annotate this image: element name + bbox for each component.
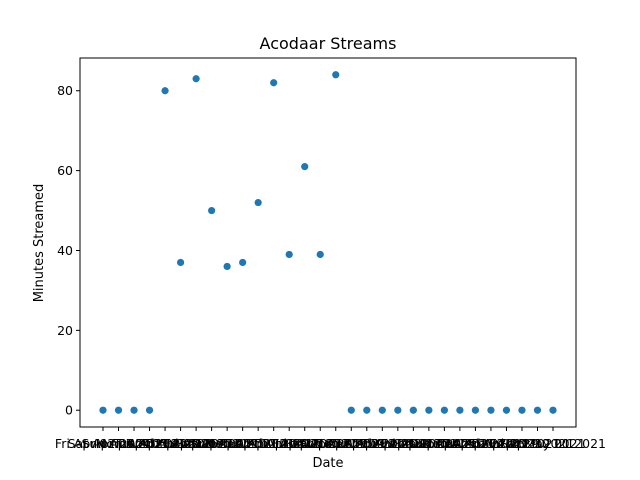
x-tick-label: Sun Apr 11 2021 bbox=[190, 436, 295, 451]
x-tick-label: Wed Apr 14 2021 bbox=[235, 436, 344, 451]
x-axis-title: Date bbox=[312, 456, 343, 471]
x-tick-label: Sun Apr 04 2021 bbox=[82, 436, 187, 451]
x-tick-label: Mon Apr 05 2021 bbox=[96, 436, 204, 451]
x-tick-label: Wed Apr 07 2021 bbox=[126, 436, 235, 451]
x-tick-label: Sat Apr 10 2021 bbox=[176, 436, 278, 451]
x-tick-label: Mon Apr 12 2021 bbox=[204, 436, 312, 451]
data-point bbox=[223, 262, 231, 271]
x-tick-label: Thu Apr 15 2021 bbox=[251, 436, 357, 451]
y-tick-label: 20 bbox=[57, 323, 73, 338]
x-tick-label: Fri Apr 16 2021 bbox=[272, 436, 368, 451]
data-point bbox=[176, 258, 185, 267]
data-point bbox=[409, 406, 417, 414]
data-point bbox=[487, 406, 495, 414]
data-point bbox=[161, 87, 169, 95]
data-point bbox=[518, 406, 526, 414]
data-point bbox=[254, 198, 262, 207]
x-tick-label: Tue Apr 13 2021 bbox=[221, 436, 325, 451]
chart-title: Acodaar Streams bbox=[260, 34, 397, 53]
x-tick-label: Mon Apr 19 2021 bbox=[313, 436, 421, 451]
x-tick-label: Thu Apr 08 2021 bbox=[143, 436, 249, 451]
data-point bbox=[471, 406, 480, 414]
x-tick-label: Thu Apr 22 2021 bbox=[360, 436, 466, 451]
plot-frame bbox=[79, 57, 577, 428]
data-point bbox=[270, 79, 278, 87]
data-point bbox=[145, 406, 154, 414]
x-tick-label: Sun Apr 18 2021 bbox=[299, 436, 404, 451]
data-point bbox=[440, 406, 448, 414]
x-tick-label: Wed Apr 21 2021 bbox=[344, 436, 453, 451]
y-axis-title: Minutes Streamed bbox=[32, 184, 47, 303]
y-tick-label: 80 bbox=[57, 83, 73, 98]
x-tick-label: Sun Apr 25 2021 bbox=[407, 436, 512, 451]
data-point bbox=[378, 406, 386, 414]
x-tick-label: Tue Apr 27 2021 bbox=[439, 436, 543, 451]
data-point bbox=[456, 406, 464, 414]
x-tick-label: Tue Apr 06 2021 bbox=[113, 436, 217, 451]
data-point bbox=[502, 406, 511, 414]
data-point bbox=[208, 206, 216, 215]
x-tick-label: Fri Apr 23 2021 bbox=[381, 436, 477, 451]
x-tick-label: Wed Apr 28 2021 bbox=[452, 436, 561, 451]
x-tick-label: Sat May 01 2021 bbox=[500, 436, 606, 451]
x-tick-label: Mon Apr 26 2021 bbox=[422, 436, 530, 451]
y-tick-label: 0 bbox=[65, 403, 73, 418]
data-point bbox=[114, 406, 123, 414]
data-point bbox=[192, 75, 200, 83]
data-point bbox=[363, 406, 371, 414]
x-tick-label: Tue Apr 20 2021 bbox=[330, 436, 434, 451]
data-point bbox=[394, 406, 402, 414]
data-point bbox=[332, 71, 340, 79]
x-tick-label: Fri Apr 02 2021 bbox=[55, 436, 151, 451]
x-tick-label: Sat Apr 17 2021 bbox=[285, 436, 387, 451]
data-point bbox=[301, 163, 309, 171]
data-point bbox=[285, 250, 293, 259]
x-tick-label: Fri Apr 09 2021 bbox=[164, 436, 260, 451]
data-point bbox=[316, 250, 324, 259]
data-point bbox=[239, 258, 247, 267]
x-tick-label: Thu Apr 29 2021 bbox=[469, 436, 575, 451]
data-point bbox=[425, 406, 433, 414]
data-point bbox=[549, 406, 557, 414]
x-tick-label: Fri Apr 30 2021 bbox=[489, 436, 585, 451]
data-point bbox=[99, 406, 107, 414]
x-tick-label: Sat Apr 03 2021 bbox=[68, 436, 170, 451]
data-point bbox=[130, 406, 138, 414]
y-tick-label: 40 bbox=[57, 243, 73, 258]
data-point bbox=[347, 406, 355, 414]
data-point bbox=[533, 406, 542, 414]
y-tick-label: 60 bbox=[57, 163, 73, 178]
x-tick-label: Sat Apr 24 2021 bbox=[393, 436, 495, 451]
